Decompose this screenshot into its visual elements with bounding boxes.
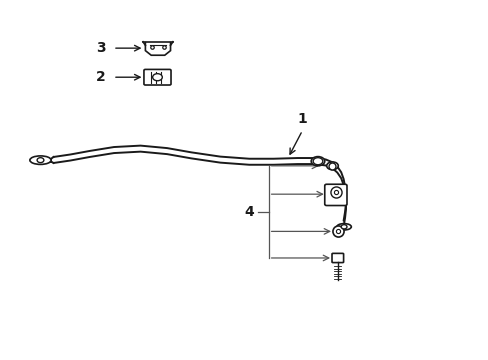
Circle shape (312, 158, 322, 165)
FancyBboxPatch shape (331, 253, 343, 262)
Ellipse shape (310, 157, 324, 166)
Text: 4: 4 (244, 205, 254, 219)
Ellipse shape (336, 224, 350, 230)
Text: 1: 1 (297, 112, 307, 126)
Circle shape (341, 225, 346, 229)
Text: 3: 3 (96, 41, 105, 55)
Circle shape (152, 74, 162, 81)
Circle shape (37, 158, 44, 163)
Ellipse shape (326, 162, 338, 170)
Ellipse shape (30, 156, 51, 165)
FancyBboxPatch shape (324, 184, 346, 206)
Text: 2: 2 (96, 70, 105, 84)
FancyBboxPatch shape (143, 69, 171, 85)
